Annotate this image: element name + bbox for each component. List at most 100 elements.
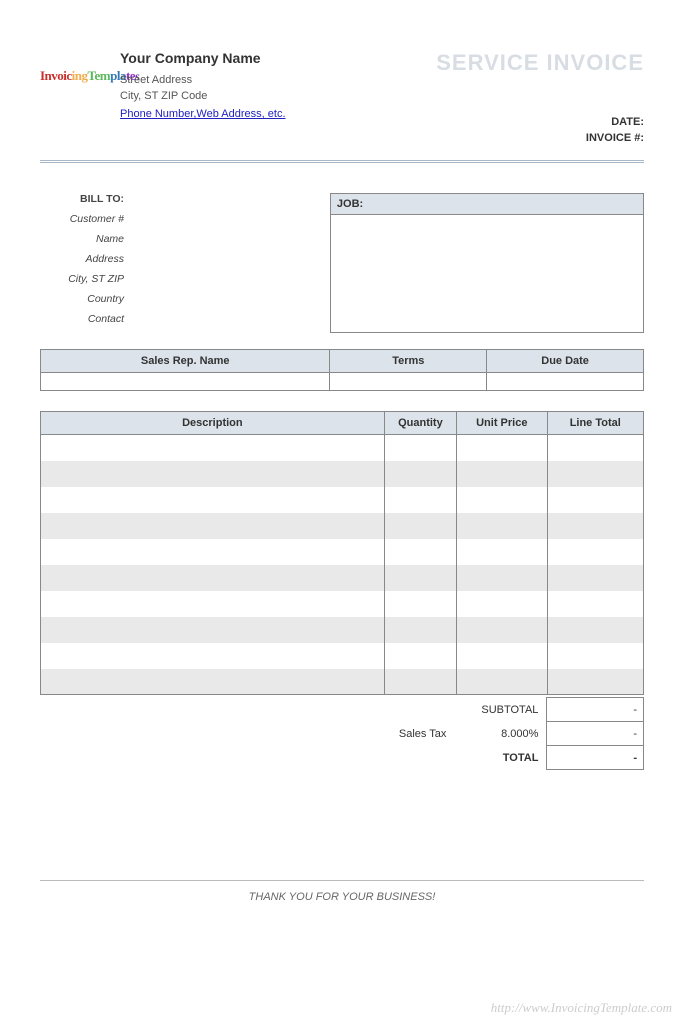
billto-name: Name (50, 233, 124, 245)
item-cell[interactable] (384, 487, 456, 513)
table-row (41, 461, 644, 487)
item-cell[interactable] (547, 669, 643, 695)
item-cell[interactable] (41, 435, 385, 461)
billto-heading: BILL TO: (50, 193, 124, 205)
subtotal-value: - (547, 698, 644, 722)
total-header: Line Total (547, 412, 643, 435)
header: InvoicingTemplates Your Company Name Str… (40, 50, 644, 148)
item-cell[interactable] (384, 669, 456, 695)
item-cell[interactable] (547, 643, 643, 669)
date-label: DATE: (414, 116, 644, 128)
item-cell[interactable] (384, 643, 456, 669)
table-row (41, 513, 644, 539)
job-body[interactable] (331, 215, 643, 325)
totals-table: SUBTOTAL - Sales Tax 8.000% - TOTAL - (40, 697, 644, 770)
item-cell[interactable] (547, 487, 643, 513)
desc-header: Description (41, 412, 385, 435)
item-cell[interactable] (547, 435, 643, 461)
item-cell[interactable] (384, 435, 456, 461)
meta-block: DATE: INVOICE #: (414, 116, 644, 144)
item-cell[interactable] (41, 513, 385, 539)
item-cell[interactable] (41, 539, 385, 565)
item-cell[interactable] (457, 617, 547, 643)
salestax-value: - (547, 722, 644, 746)
invoice-number-label: INVOICE #: (414, 132, 644, 144)
terms-header: Terms (330, 350, 487, 373)
item-cell[interactable] (457, 435, 547, 461)
invoice-title: SERVICE INVOICE (414, 50, 644, 76)
table-row (41, 565, 644, 591)
item-cell[interactable] (457, 461, 547, 487)
table-row (41, 435, 644, 461)
subtotal-label: SUBTOTAL (456, 698, 547, 722)
table-row (41, 539, 644, 565)
item-cell[interactable] (41, 643, 385, 669)
logo-part: Invoic (40, 68, 72, 83)
items-table: Description Quantity Unit Price Line Tot… (40, 411, 644, 695)
thank-you: THANK YOU FOR YOUR BUSINESS! (40, 880, 644, 903)
item-cell[interactable] (384, 617, 456, 643)
item-cell[interactable] (41, 591, 385, 617)
item-cell[interactable] (547, 513, 643, 539)
billto-country: Country (50, 293, 124, 305)
item-cell[interactable] (41, 487, 385, 513)
mid-section: BILL TO: Customer # Name Address City, S… (40, 193, 644, 333)
item-cell[interactable] (547, 539, 643, 565)
item-cell[interactable] (457, 669, 547, 695)
billto-cityzip: City, ST ZIP (50, 273, 124, 285)
company-name: Your Company Name (120, 50, 414, 66)
item-cell[interactable] (41, 669, 385, 695)
salesrep-cell[interactable] (41, 373, 330, 391)
city-zip: City, ST ZIP Code (120, 90, 414, 102)
logo-part: ing (72, 68, 88, 83)
spacer (384, 698, 456, 722)
item-cell[interactable] (457, 643, 547, 669)
header-right: SERVICE INVOICE DATE: INVOICE #: (414, 50, 644, 148)
qty-header: Quantity (384, 412, 456, 435)
item-cell[interactable] (547, 565, 643, 591)
salestax-label: Sales Tax (384, 722, 456, 746)
company-block: Your Company Name Street Address City, S… (120, 50, 414, 120)
item-cell[interactable] (384, 565, 456, 591)
terms-table: Sales Rep. Name Terms Due Date (40, 349, 644, 391)
table-row (41, 643, 644, 669)
item-cell[interactable] (41, 461, 385, 487)
item-cell[interactable] (41, 617, 385, 643)
total-value: - (547, 746, 644, 770)
table-row (41, 669, 644, 695)
duedate-cell[interactable] (487, 373, 644, 391)
item-cell[interactable] (384, 513, 456, 539)
spacer (40, 746, 384, 770)
salesrep-header: Sales Rep. Name (41, 350, 330, 373)
item-cell[interactable] (547, 461, 643, 487)
spacer (40, 722, 384, 746)
item-cell[interactable] (457, 591, 547, 617)
item-cell[interactable] (384, 539, 456, 565)
table-row (41, 591, 644, 617)
item-cell[interactable] (457, 513, 547, 539)
logo: InvoicingTemplates (40, 68, 112, 84)
item-cell[interactable] (547, 591, 643, 617)
salestax-rate: 8.000% (456, 722, 547, 746)
billto-customer: Customer # (50, 213, 124, 225)
table-row (41, 487, 644, 513)
item-cell[interactable] (384, 461, 456, 487)
watermark: http://www.InvoicingTemplate.com (491, 1000, 672, 1016)
billto-contact: Contact (50, 313, 124, 325)
job-box: JOB: (330, 193, 644, 333)
table-row (41, 617, 644, 643)
item-cell[interactable] (547, 617, 643, 643)
billto-block: BILL TO: Customer # Name Address City, S… (40, 193, 330, 333)
contact-link[interactable]: Phone Number,Web Address, etc. (120, 108, 286, 120)
item-cell[interactable] (41, 565, 385, 591)
duedate-header: Due Date (487, 350, 644, 373)
item-cell[interactable] (384, 591, 456, 617)
item-cell[interactable] (457, 487, 547, 513)
terms-cell[interactable] (330, 373, 487, 391)
spacer (384, 746, 456, 770)
logo-part: Tem (88, 68, 111, 83)
price-header: Unit Price (457, 412, 547, 435)
item-cell[interactable] (457, 539, 547, 565)
billto-address: Address (50, 253, 124, 265)
item-cell[interactable] (457, 565, 547, 591)
